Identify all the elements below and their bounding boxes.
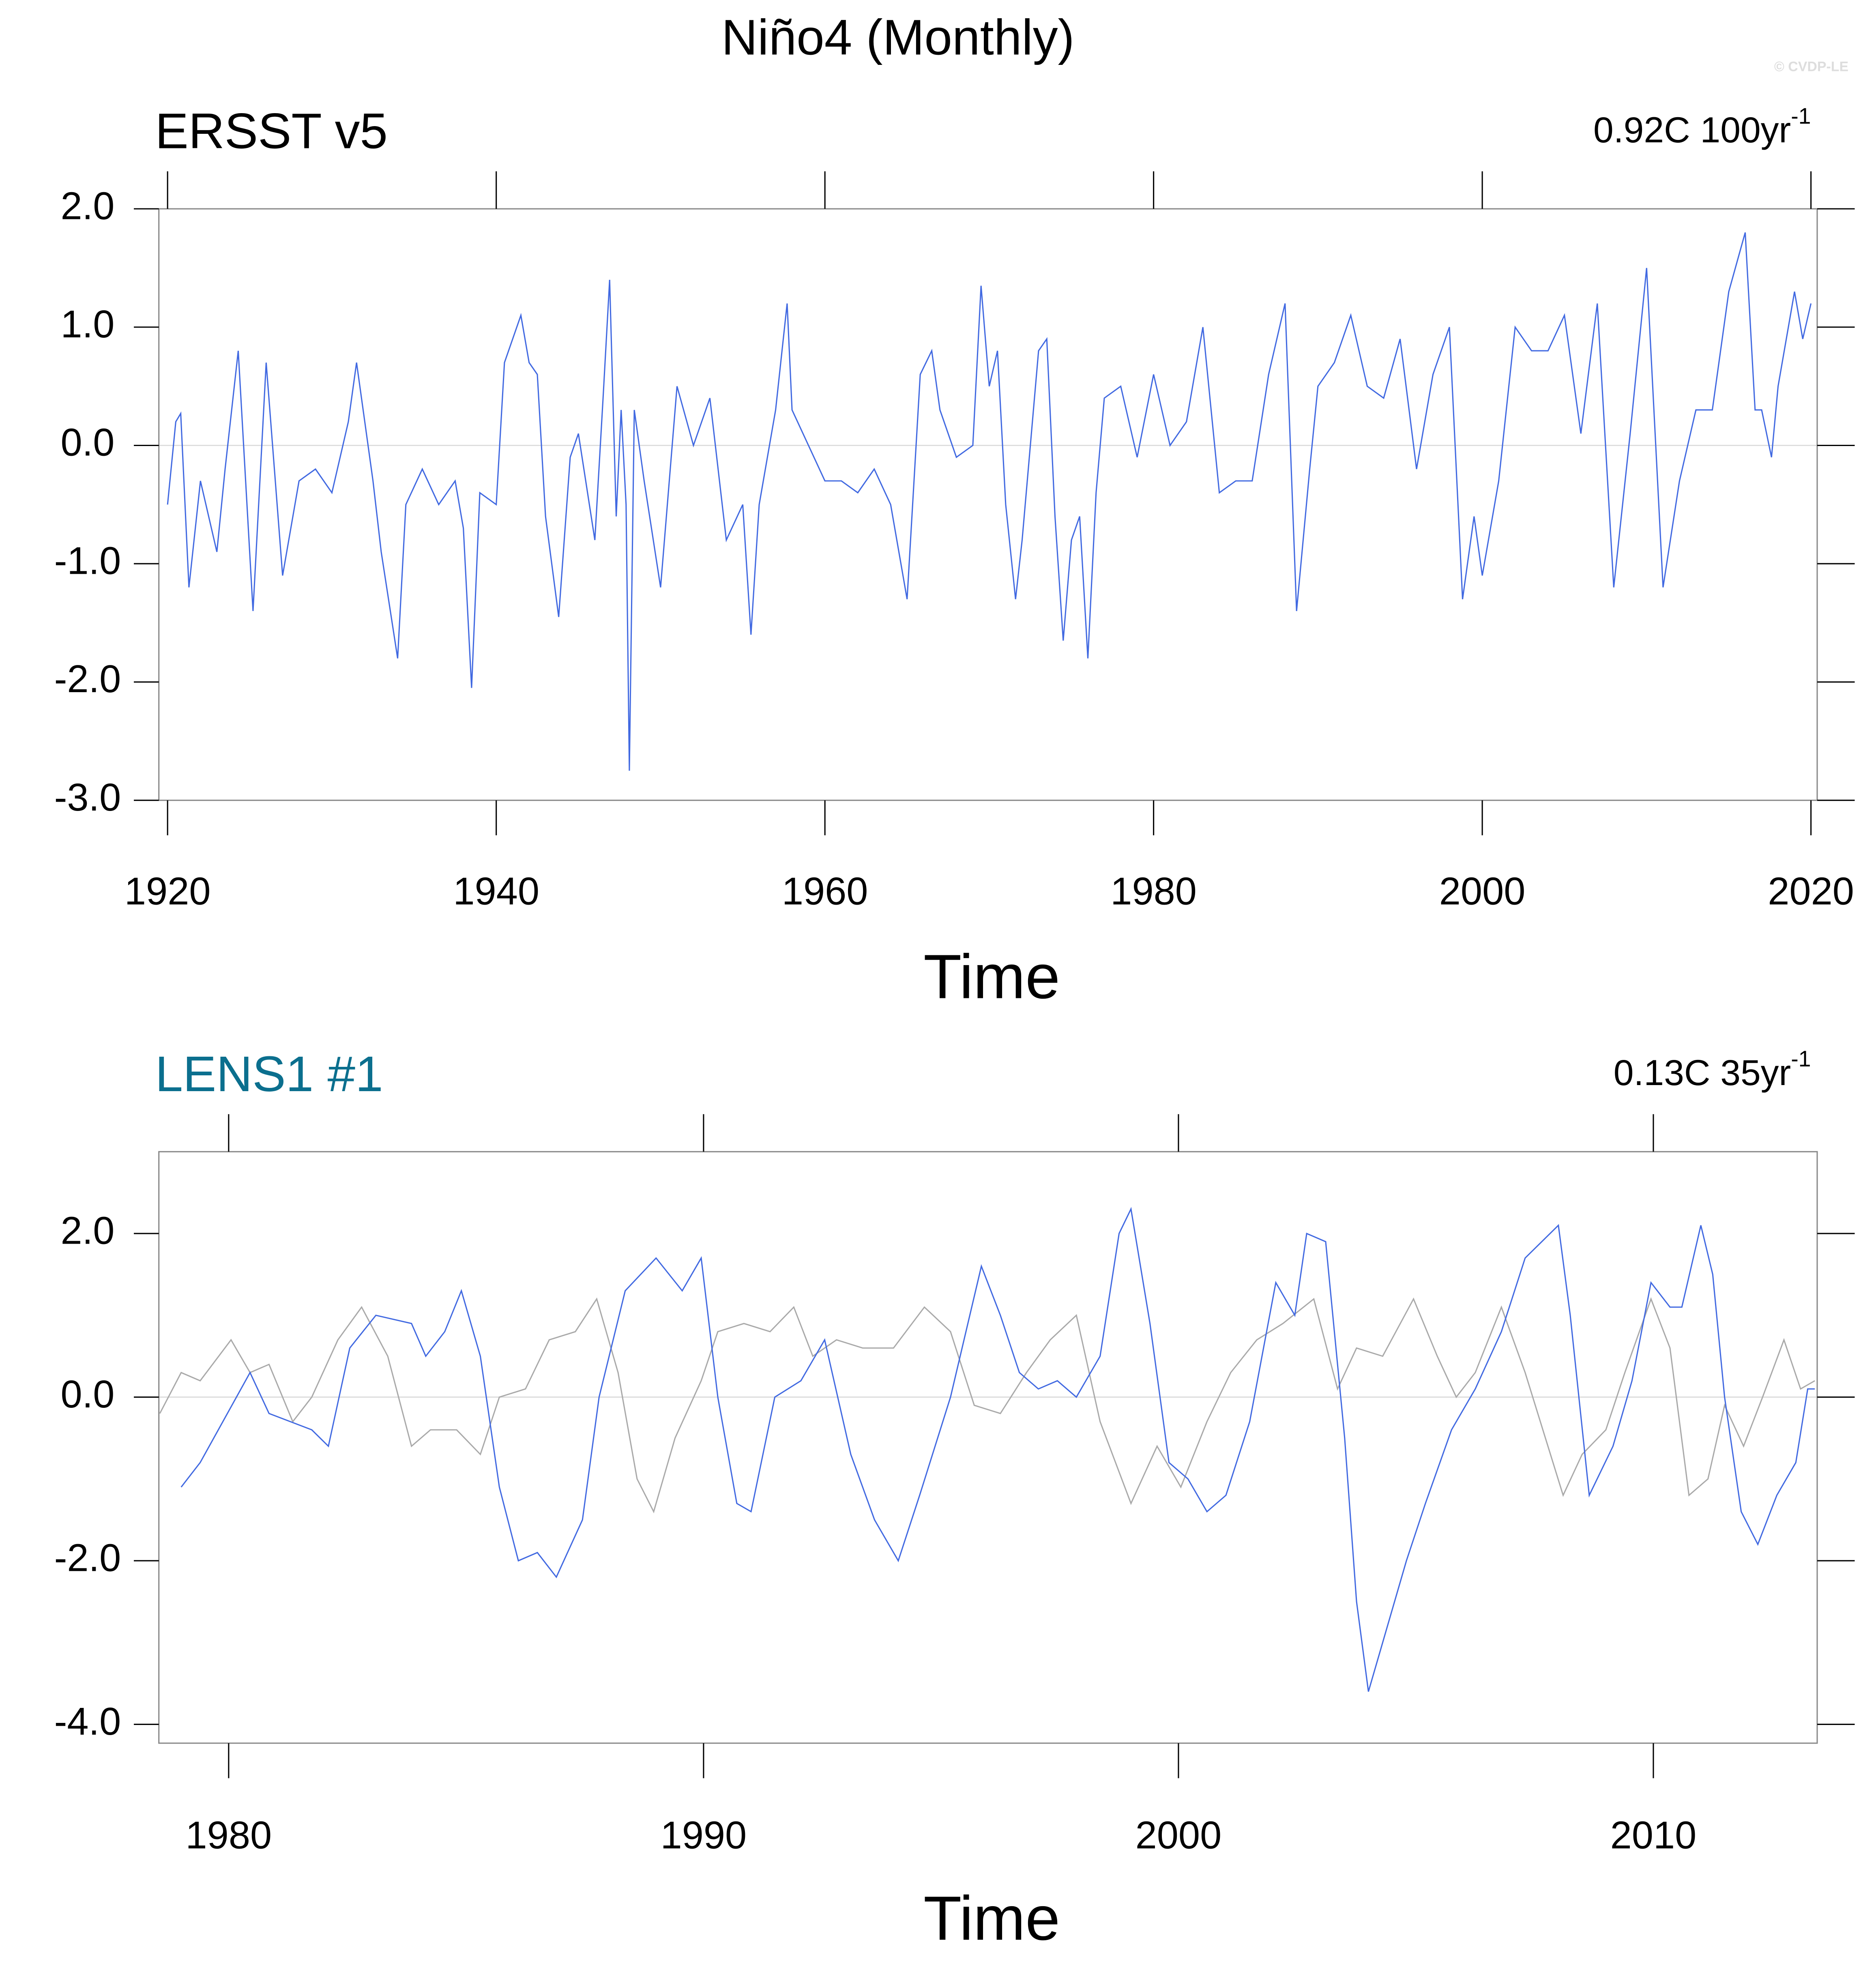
series-line <box>159 1297 1815 1514</box>
x-tick-label: 1940 <box>453 869 539 913</box>
x-axis-label: Time <box>923 942 1060 1012</box>
y-tick-label: -1.0 <box>54 539 121 582</box>
x-tick-label: 1980 <box>186 1814 272 1857</box>
x-tick-label: 2020 <box>1768 869 1854 913</box>
x-tick-label: 2010 <box>1610 1814 1697 1857</box>
x-tick-label: 2000 <box>1439 869 1526 913</box>
y-tick-label: -2.0 <box>54 1536 121 1579</box>
trend-text: 0.92C 100yr <box>1593 109 1791 150</box>
chart-title: ERSST v5 <box>155 103 388 159</box>
trend-label: 0.13C 35yr-1 <box>1614 1046 1811 1093</box>
series-line <box>180 1207 1815 1692</box>
trend-text: 0.13C 35yr <box>1614 1052 1791 1093</box>
y-tick-label: 0.0 <box>60 1373 114 1416</box>
x-tick-label: 1990 <box>661 1814 747 1857</box>
figure-title: Niño4 (Monthly) <box>721 9 1075 65</box>
y-tick-label: -3.0 <box>54 776 121 819</box>
x-tick-label: 1980 <box>1110 869 1197 913</box>
watermark: © CVDP-LE <box>1774 59 1848 74</box>
trend-label: 0.92C 100yr-1 <box>1593 103 1811 150</box>
y-tick-label: 1.0 <box>60 302 114 346</box>
chart-title: LENS1 #1 <box>155 1046 383 1102</box>
y-tick-label: -4.0 <box>54 1700 121 1743</box>
trend-superscript: -1 <box>1791 103 1811 129</box>
plot-frame <box>158 1151 1818 1744</box>
trend-superscript: -1 <box>1791 1046 1811 1071</box>
plot-frame <box>158 208 1818 801</box>
y-tick-label: -2.0 <box>54 657 121 701</box>
x-tick-label: 1920 <box>124 869 211 913</box>
x-axis-label: Time <box>923 1883 1060 1953</box>
y-tick-label: 0.0 <box>60 421 114 464</box>
y-tick-label: 2.0 <box>60 1209 114 1252</box>
x-tick-label: 1960 <box>782 869 868 913</box>
series-line <box>167 232 1812 771</box>
y-tick-label: 2.0 <box>60 184 114 227</box>
x-tick-label: 2000 <box>1135 1814 1222 1857</box>
